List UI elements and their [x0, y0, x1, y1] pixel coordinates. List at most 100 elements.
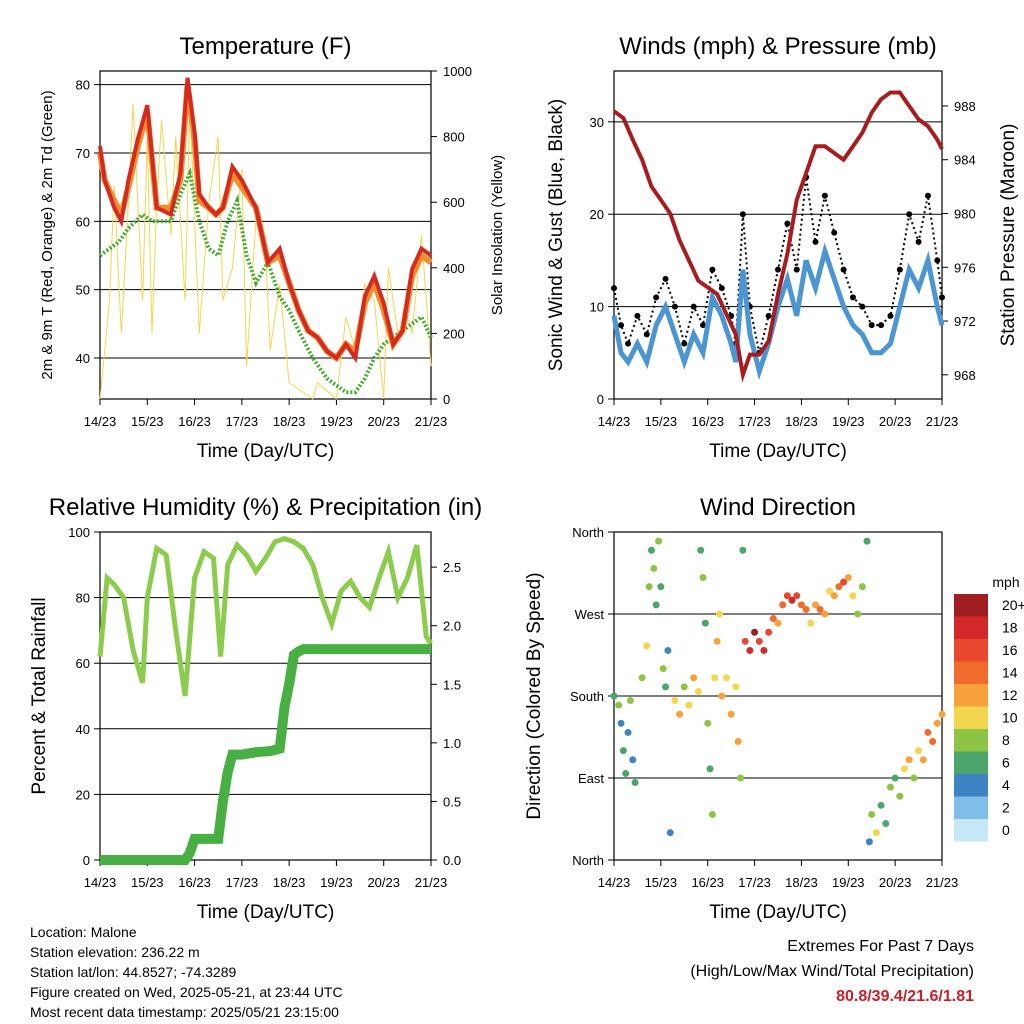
- x-tick-label: 15/23: [131, 414, 164, 429]
- direction-point: [638, 674, 646, 682]
- direction-point: [882, 820, 890, 828]
- direction-point: [666, 829, 674, 837]
- gust-point: [878, 322, 885, 329]
- colorbar-label: 12: [1002, 687, 1018, 703]
- x-tick-label: 17/23: [738, 875, 771, 890]
- y-tick-label: 0: [83, 853, 90, 868]
- y2-axis-label: Solar Insolation (Yellow): [489, 155, 506, 315]
- direction-point: [676, 710, 684, 718]
- series-td-line: [98, 167, 433, 395]
- y-tick-label: 10: [590, 300, 604, 315]
- x-tick-label: 19/23: [832, 875, 865, 890]
- extremes-title: Extremes For Past 7 Days: [787, 938, 974, 955]
- y-tick-label: East: [578, 771, 604, 786]
- y-axis-label: 2m & 9m T (Red, Orange) & 2m Td (Green): [39, 90, 56, 379]
- y-tick-label: 20: [76, 787, 90, 802]
- direction-point: [769, 615, 777, 623]
- colorbar-label: 16: [1002, 642, 1018, 658]
- plot-frame: [613, 70, 943, 400]
- x-tick-label: 19/23: [320, 414, 353, 429]
- direction-point: [938, 710, 946, 718]
- y-tick-label: South: [570, 689, 604, 704]
- direction-point: [650, 564, 658, 572]
- y2-tick-label: 988: [954, 99, 976, 114]
- colorbar-label: 18: [1002, 620, 1018, 636]
- direction-point: [645, 583, 653, 591]
- direction-point: [694, 687, 702, 695]
- x-tick-label: 16/23: [691, 875, 724, 890]
- x-tick-label: 21/23: [926, 875, 959, 890]
- recent-text: Most recent data timestamp: 2025/05/21 2…: [30, 1004, 339, 1020]
- direction-point: [788, 596, 796, 604]
- direction-point: [647, 546, 655, 554]
- direction-point: [690, 674, 698, 682]
- direction-point: [797, 601, 805, 609]
- x-tick-label: 15/23: [131, 875, 164, 890]
- direction-point: [774, 619, 782, 627]
- y-axis-label: Direction (Colored By Speed): [524, 572, 545, 819]
- colorbar-label: 6: [1002, 755, 1010, 771]
- y2-tick-label: 976: [954, 260, 976, 275]
- chart-title: Relative Humidity (%) & Precipitation (i…: [49, 494, 482, 521]
- direction-point: [905, 756, 913, 764]
- direction-point: [706, 765, 714, 773]
- direction-point: [680, 683, 688, 691]
- y2-tick-label: 200: [443, 326, 465, 341]
- x-tick-label: 19/23: [320, 875, 353, 890]
- direction-point: [901, 765, 909, 773]
- y-tick-label: 100: [68, 525, 90, 540]
- series-t2m-line: [98, 77, 433, 364]
- gust-point: [934, 257, 941, 264]
- direction-point: [910, 774, 918, 782]
- direction-point: [849, 592, 857, 600]
- x-tick-label: 18/23: [273, 875, 306, 890]
- colorbar-swatch: [954, 706, 988, 729]
- series-precip-line: [100, 644, 431, 865]
- gust-point: [831, 229, 838, 236]
- direction-point: [619, 747, 627, 755]
- y-tick-label: North: [572, 853, 604, 868]
- colorbar-label: 4: [1002, 777, 1010, 793]
- colorbar-swatch: [954, 616, 988, 639]
- x-tick-label: 21/23: [415, 875, 448, 890]
- x-axis-label: Time (Day/UTC): [709, 441, 847, 462]
- y-tick-label: 50: [76, 283, 90, 298]
- y2-tick-label: 0.0: [443, 853, 461, 868]
- direction-point: [699, 574, 707, 582]
- y2-tick-label: 2.0: [443, 619, 461, 634]
- x-tick-label: 15/23: [645, 414, 678, 429]
- latlon-text: Station lat/lon: 44.8527; -74.3289: [30, 964, 237, 980]
- direction-point: [863, 537, 871, 545]
- y2-tick-label: 600: [443, 195, 465, 210]
- x-tick-label: 15/23: [645, 875, 678, 890]
- colorbar-swatch: [954, 796, 988, 819]
- direction-point: [835, 583, 843, 591]
- direction-point: [854, 610, 862, 618]
- direction-point: [739, 546, 747, 554]
- chart-title: Winds (mph) & Pressure (mb): [619, 33, 936, 60]
- extremes-values: 80.8/39.4/21.6/1.81: [836, 988, 974, 1005]
- direction-point: [659, 665, 667, 673]
- x-tick-label: 21/23: [415, 414, 448, 429]
- colorbar-swatch: [954, 729, 988, 752]
- x-axis-label: Time (Day/UTC): [197, 902, 335, 923]
- y2-tick-label: 1.5: [443, 677, 461, 692]
- direction-point: [704, 719, 712, 727]
- direction-point: [858, 583, 866, 591]
- gust-point: [784, 220, 791, 227]
- x-tick-label: 17/23: [738, 414, 771, 429]
- direction-point: [701, 619, 709, 627]
- direction-point: [793, 592, 801, 600]
- x-tick-label: 16/23: [178, 875, 211, 890]
- colorbar-label: 8: [1002, 732, 1010, 748]
- y-axis-label: Percent & Total Rainfall: [29, 597, 50, 794]
- direction-point: [821, 610, 829, 618]
- direction-point: [727, 710, 735, 718]
- plot-frame: [99, 70, 432, 400]
- y2-tick-label: 972: [954, 314, 976, 329]
- direction-point: [807, 619, 815, 627]
- direction-point: [626, 697, 634, 705]
- station-info: Location: Malone Station elevation: 236.…: [30, 922, 343, 1022]
- gust-point: [618, 322, 625, 329]
